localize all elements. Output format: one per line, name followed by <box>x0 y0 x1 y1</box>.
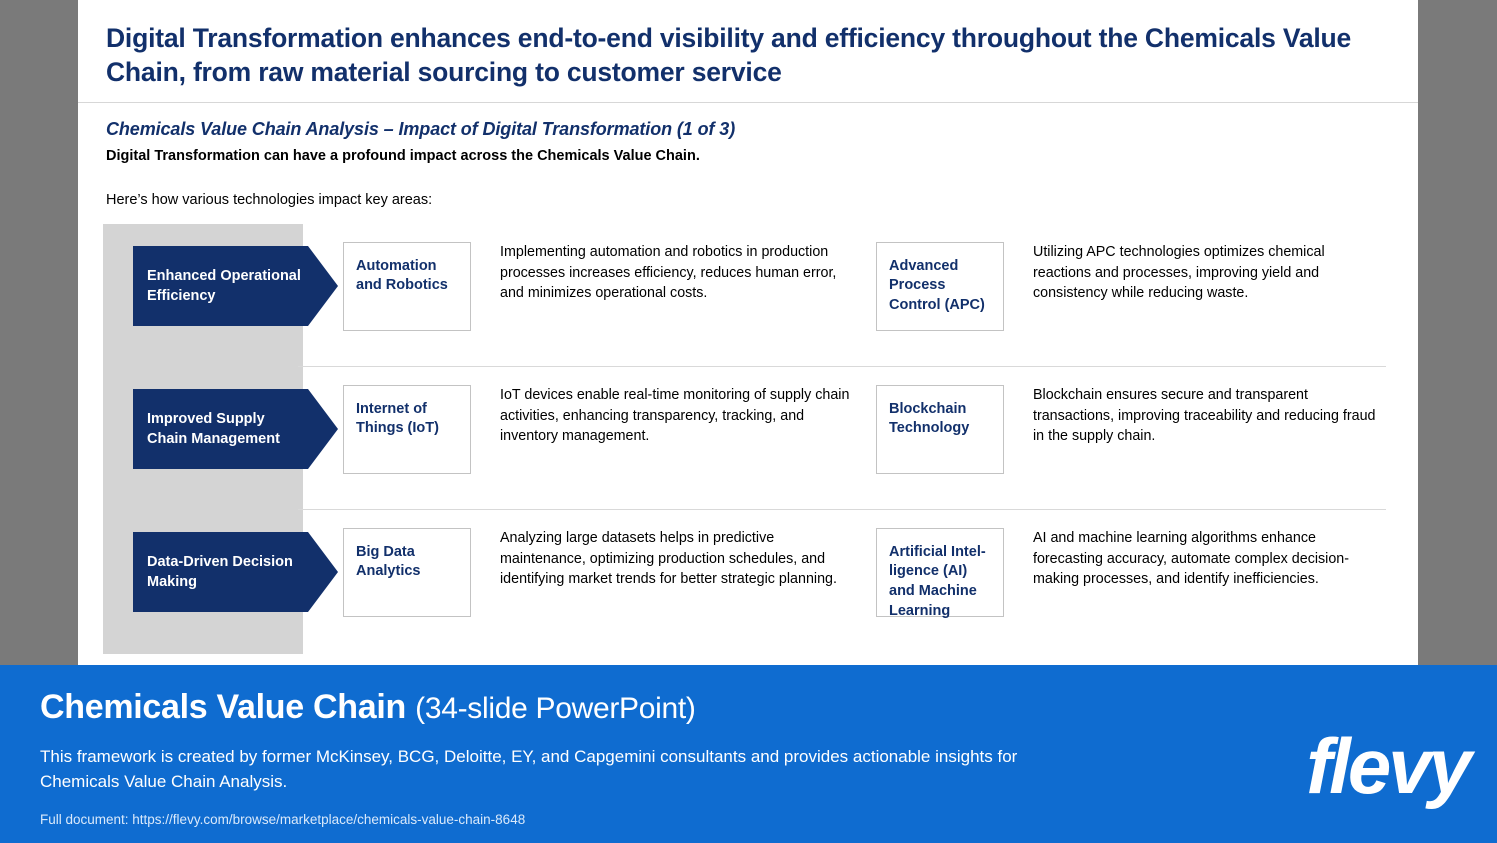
title-block: Digital Transformation enhances end-to-e… <box>78 0 1418 103</box>
content-area: Enhanced Operational Efficiency Automati… <box>78 223 1418 654</box>
slide: Digital Transformation enhances end-to-e… <box>78 0 1418 665</box>
technology-description: Utilizing APC technologies optimizes che… <box>1033 243 1325 302</box>
banner-document-link[interactable]: Full document: https://flevy.com/browse/… <box>40 812 526 827</box>
table-row: Enhanced Operational Efficiency Automati… <box>78 224 1418 367</box>
technology-description: AI and machine learning algorithms enhan… <box>1033 529 1350 588</box>
banner-description: This framework is created by former McKi… <box>40 747 1018 791</box>
category-chevron: Enhanced Operational Efficiency <box>133 245 338 326</box>
table-row: Improved Supply Chain Management Interne… <box>78 367 1418 510</box>
row-divider <box>298 365 1386 367</box>
flevy-logo: flevy <box>1306 722 1472 810</box>
banner-title-bold: Chemicals Value Chain <box>40 688 406 726</box>
flevy-banner: Chemicals Value Chain (34-slide PowerPoi… <box>0 665 1497 843</box>
technology-description: IoT devices enable real-time monitoring … <box>500 386 850 445</box>
intro-text: Here’s how various technologies impact k… <box>106 191 433 208</box>
page-title: Digital Transformation enhances end-to-e… <box>106 23 1352 87</box>
slide-sub-subtitle: Digital Transformation can have a profou… <box>106 147 700 164</box>
slide-subtitle: Chemicals Value Chain Analysis – Impact … <box>106 118 736 139</box>
technology-box: Artificial Intel-ligence (AI) and Machin… <box>876 527 1004 619</box>
subhead-block: Chemicals Value Chain Analysis – Impact … <box>78 103 1418 164</box>
category-chevron: Data-Driven Decision Making <box>133 531 338 612</box>
technology-description: Analyzing large datasets helps in predic… <box>500 529 837 588</box>
rows: Enhanced Operational Efficiency Automati… <box>78 224 1418 653</box>
category-chevron: Improved Supply Chain Management <box>133 388 338 469</box>
banner-title-rest: (34-slide PowerPoint) <box>415 692 696 725</box>
technology-box: Internet of Things (IoT) <box>343 384 471 474</box>
technology-description: Implementing automation and robotics in … <box>500 243 837 302</box>
technology-box: Advanced Process Control (APC) <box>876 241 1004 331</box>
technology-box: Automation and Robotics <box>343 241 471 331</box>
row-divider <box>298 508 1386 510</box>
technology-box: Big Data Analytics <box>343 527 471 617</box>
technology-description: Blockchain ensures secure and transparen… <box>1033 386 1376 445</box>
banner-title: Chemicals Value Chain (34-slide PowerPoi… <box>40 688 696 727</box>
table-row: Data-Driven Decision Making Big Data Ana… <box>78 510 1418 653</box>
technology-box: Blockchain Technology <box>876 384 1004 474</box>
